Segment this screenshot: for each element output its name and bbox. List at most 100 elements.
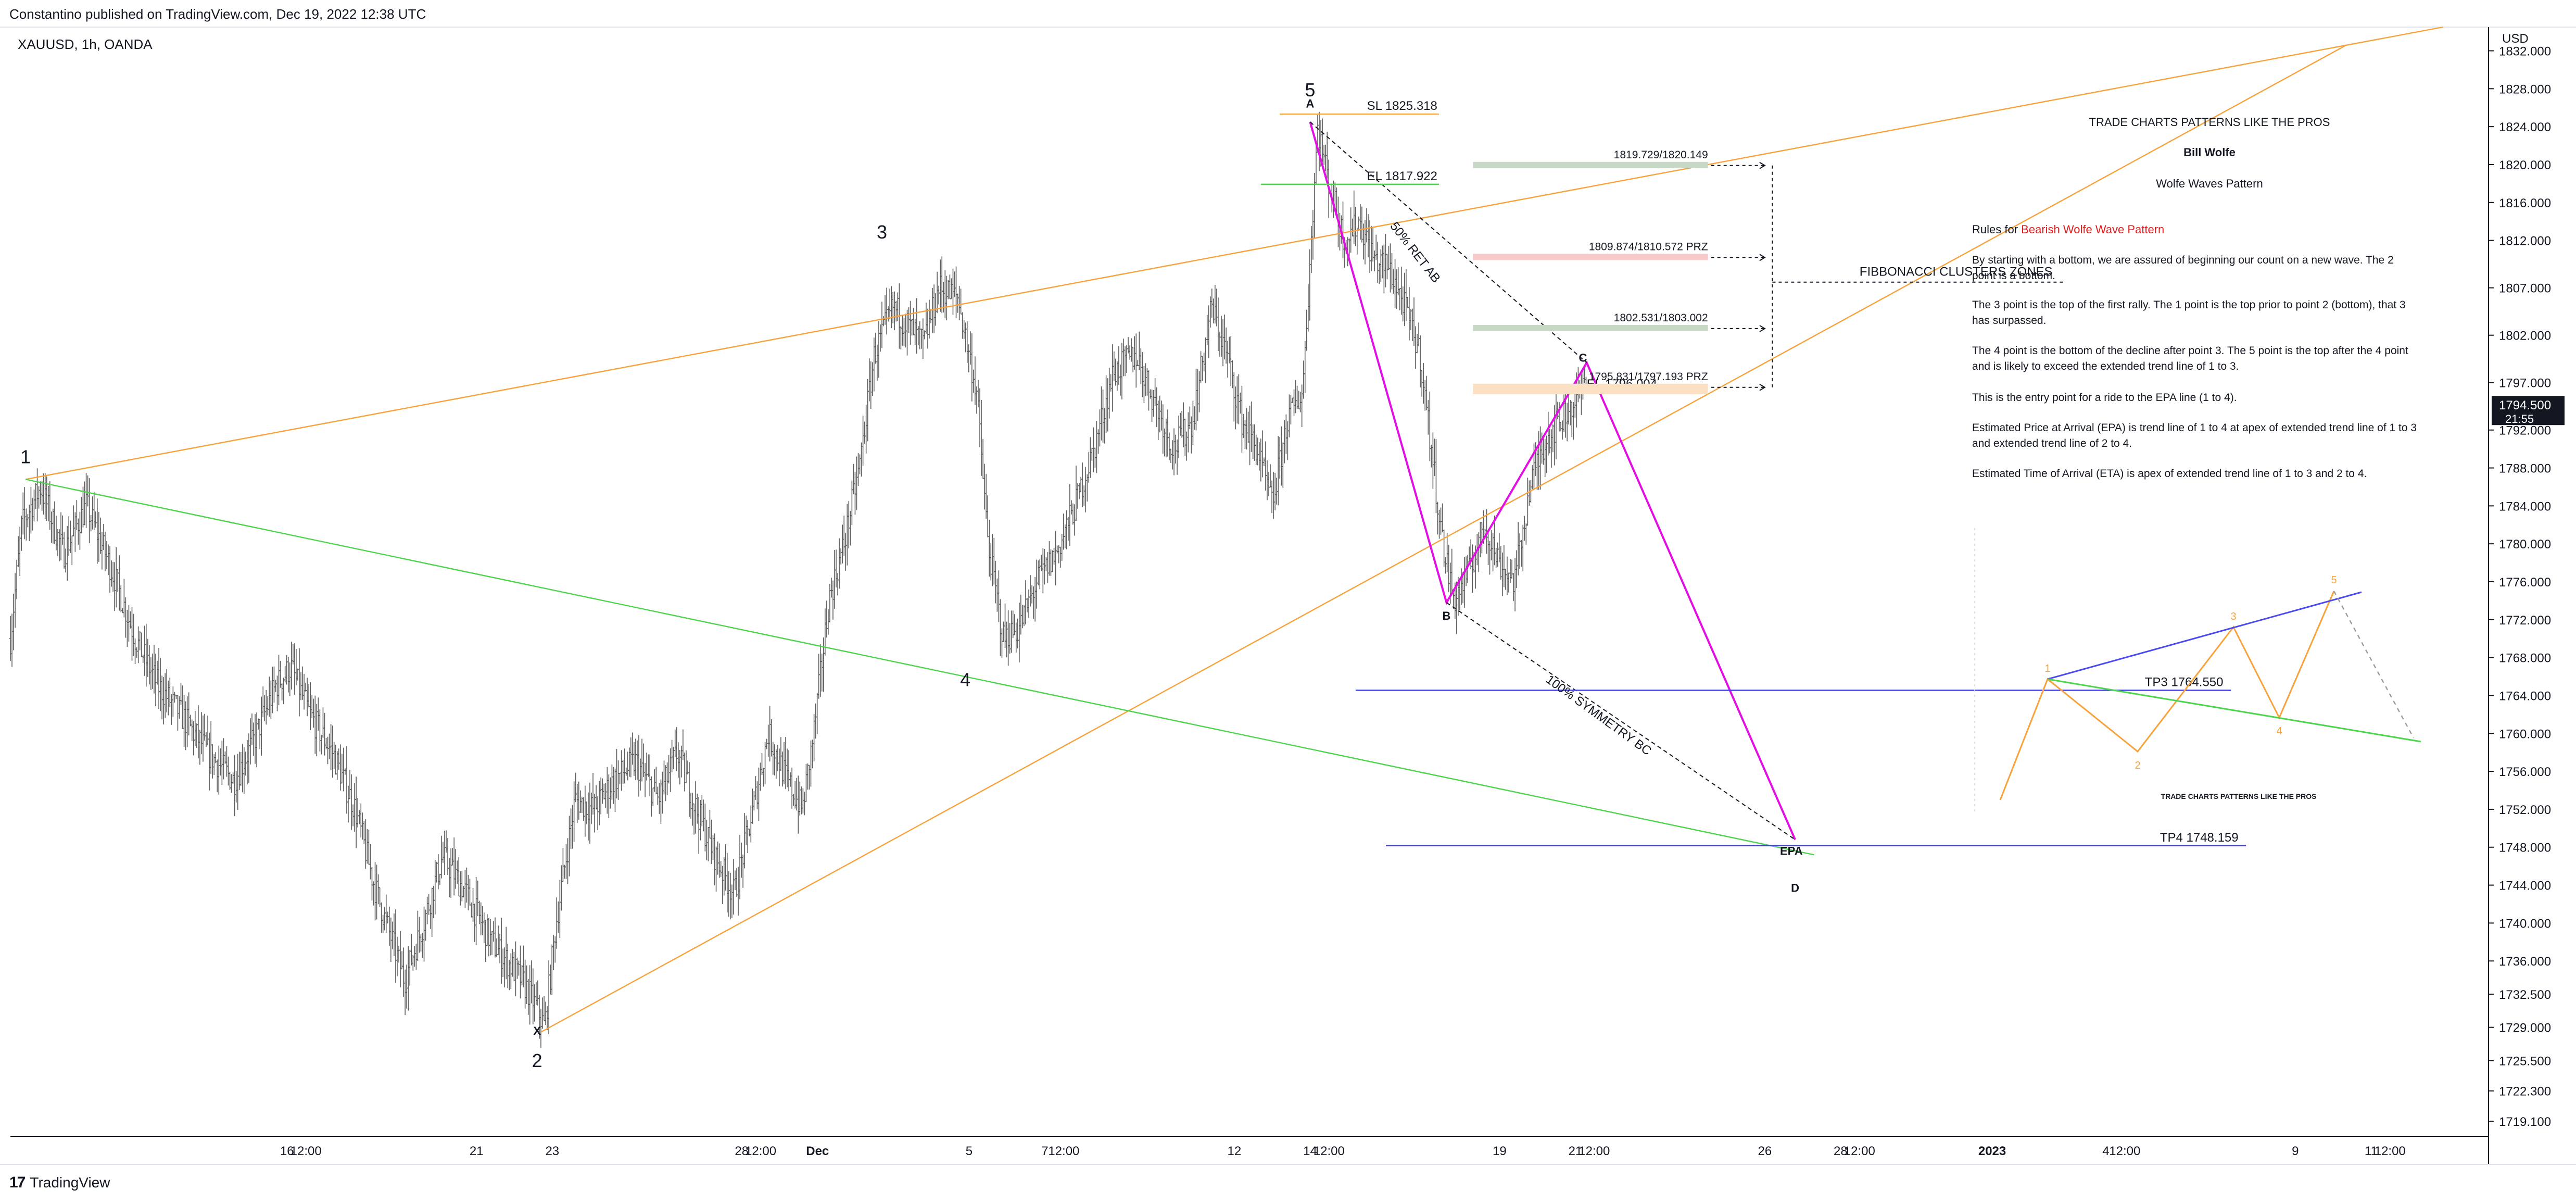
candle bbox=[1048, 541, 1051, 576]
candle bbox=[876, 344, 879, 381]
candle bbox=[1201, 356, 1204, 381]
candle bbox=[1207, 305, 1210, 359]
candle bbox=[625, 767, 627, 776]
candle bbox=[542, 995, 546, 1021]
candle bbox=[348, 770, 351, 799]
candle bbox=[778, 748, 781, 786]
candle bbox=[571, 805, 574, 849]
candle bbox=[157, 648, 160, 709]
candle bbox=[1262, 457, 1266, 467]
candle bbox=[424, 909, 427, 941]
candle bbox=[160, 675, 163, 720]
candle bbox=[1515, 550, 1518, 589]
candle bbox=[328, 733, 331, 759]
candle bbox=[227, 756, 230, 786]
candle bbox=[281, 683, 283, 700]
candle bbox=[724, 844, 727, 891]
candle bbox=[1433, 439, 1436, 477]
trendline-1-4-epa[interactable] bbox=[25, 479, 1814, 856]
candle bbox=[1256, 437, 1259, 466]
candle bbox=[1067, 517, 1070, 541]
candle bbox=[598, 781, 601, 825]
prz-zone[interactable] bbox=[1473, 161, 1708, 168]
ret-ab-dashed-line[interactable] bbox=[1309, 121, 1587, 364]
candle bbox=[789, 772, 792, 787]
candle bbox=[279, 661, 282, 688]
candle bbox=[75, 500, 78, 531]
prz-zone[interactable] bbox=[1473, 254, 1708, 260]
candle bbox=[1371, 227, 1374, 262]
price-tick-label: 1816.000 bbox=[2499, 196, 2551, 210]
rules-paragraphs: By starting with a bottom, we are assure… bbox=[1972, 254, 2417, 480]
candle bbox=[1212, 298, 1215, 323]
candle bbox=[72, 505, 75, 536]
trendline-1-3[interactable] bbox=[25, 26, 2443, 480]
rules-line: The 3 point is the top of the first rall… bbox=[1972, 299, 2406, 311]
candle bbox=[1520, 540, 1523, 567]
candle bbox=[1321, 118, 1324, 162]
candle bbox=[1221, 319, 1224, 367]
candle bbox=[851, 480, 853, 525]
candle bbox=[1037, 560, 1040, 586]
candle bbox=[56, 529, 59, 556]
candle bbox=[364, 819, 367, 869]
candle bbox=[877, 321, 880, 378]
price-axis[interactable]: 1832.000 1828.000 1824.000 1820.000 1816.000… bbox=[2489, 45, 2551, 1129]
candle bbox=[1261, 430, 1264, 478]
candle bbox=[1187, 412, 1190, 453]
candle bbox=[1029, 575, 1032, 607]
candle bbox=[1395, 269, 1398, 309]
candle bbox=[843, 515, 845, 556]
candle bbox=[810, 740, 812, 787]
candle bbox=[1367, 214, 1370, 258]
candle bbox=[462, 886, 465, 898]
candle bbox=[276, 675, 279, 711]
candle bbox=[270, 680, 272, 719]
candle bbox=[513, 951, 515, 982]
tradingview-logo[interactable]: 17 TradingView bbox=[9, 1174, 110, 1192]
candle bbox=[311, 695, 313, 718]
prz-zone-label: 1819.729/1820.149 bbox=[1614, 149, 1708, 161]
level-label: SL 1825.318 bbox=[1367, 99, 1437, 113]
time-tick-label: 7 bbox=[1041, 1144, 1048, 1158]
time-tick-label: 11 bbox=[2365, 1144, 2378, 1158]
candle bbox=[595, 785, 598, 810]
candle bbox=[44, 473, 46, 519]
trendline-2-4[interactable] bbox=[540, 45, 2345, 1033]
candle bbox=[931, 287, 934, 333]
candle bbox=[1353, 190, 1355, 244]
candle bbox=[145, 623, 148, 687]
candle bbox=[1220, 316, 1223, 357]
candle bbox=[236, 754, 239, 810]
candle bbox=[309, 682, 312, 730]
mini-diagram-caption: TRADE CHARTS PATTERNS LIKE THE PROS bbox=[2161, 792, 2317, 800]
candle bbox=[555, 897, 558, 949]
current-price-label: 1794.500 bbox=[2499, 398, 2551, 412]
candle bbox=[386, 911, 389, 924]
rules-line: This is the entry point for a ride to th… bbox=[1972, 392, 2237, 404]
candle bbox=[1501, 552, 1504, 596]
candle bbox=[892, 292, 894, 323]
symmetry-bc-dashed-line[interactable] bbox=[1446, 602, 1796, 841]
candle bbox=[1021, 605, 1024, 629]
candle bbox=[1499, 546, 1502, 580]
abcd-wave-path[interactable] bbox=[1309, 121, 1796, 840]
candle bbox=[841, 524, 844, 564]
prz-zone[interactable] bbox=[1473, 324, 1708, 331]
candle bbox=[698, 796, 700, 854]
info-subtitle: Wolfe Waves Pattern bbox=[2156, 177, 2263, 190]
candle bbox=[918, 321, 921, 349]
candle bbox=[356, 798, 359, 828]
candle bbox=[267, 696, 269, 716]
candle bbox=[689, 793, 692, 819]
prz-zone[interactable] bbox=[1473, 383, 1708, 394]
candle bbox=[1255, 434, 1257, 465]
candle bbox=[191, 719, 193, 742]
candle bbox=[566, 838, 569, 884]
price-tick-label: 1797.000 bbox=[2499, 377, 2551, 391]
candle bbox=[836, 573, 839, 596]
price-tick-label: 1772.000 bbox=[2499, 613, 2551, 628]
